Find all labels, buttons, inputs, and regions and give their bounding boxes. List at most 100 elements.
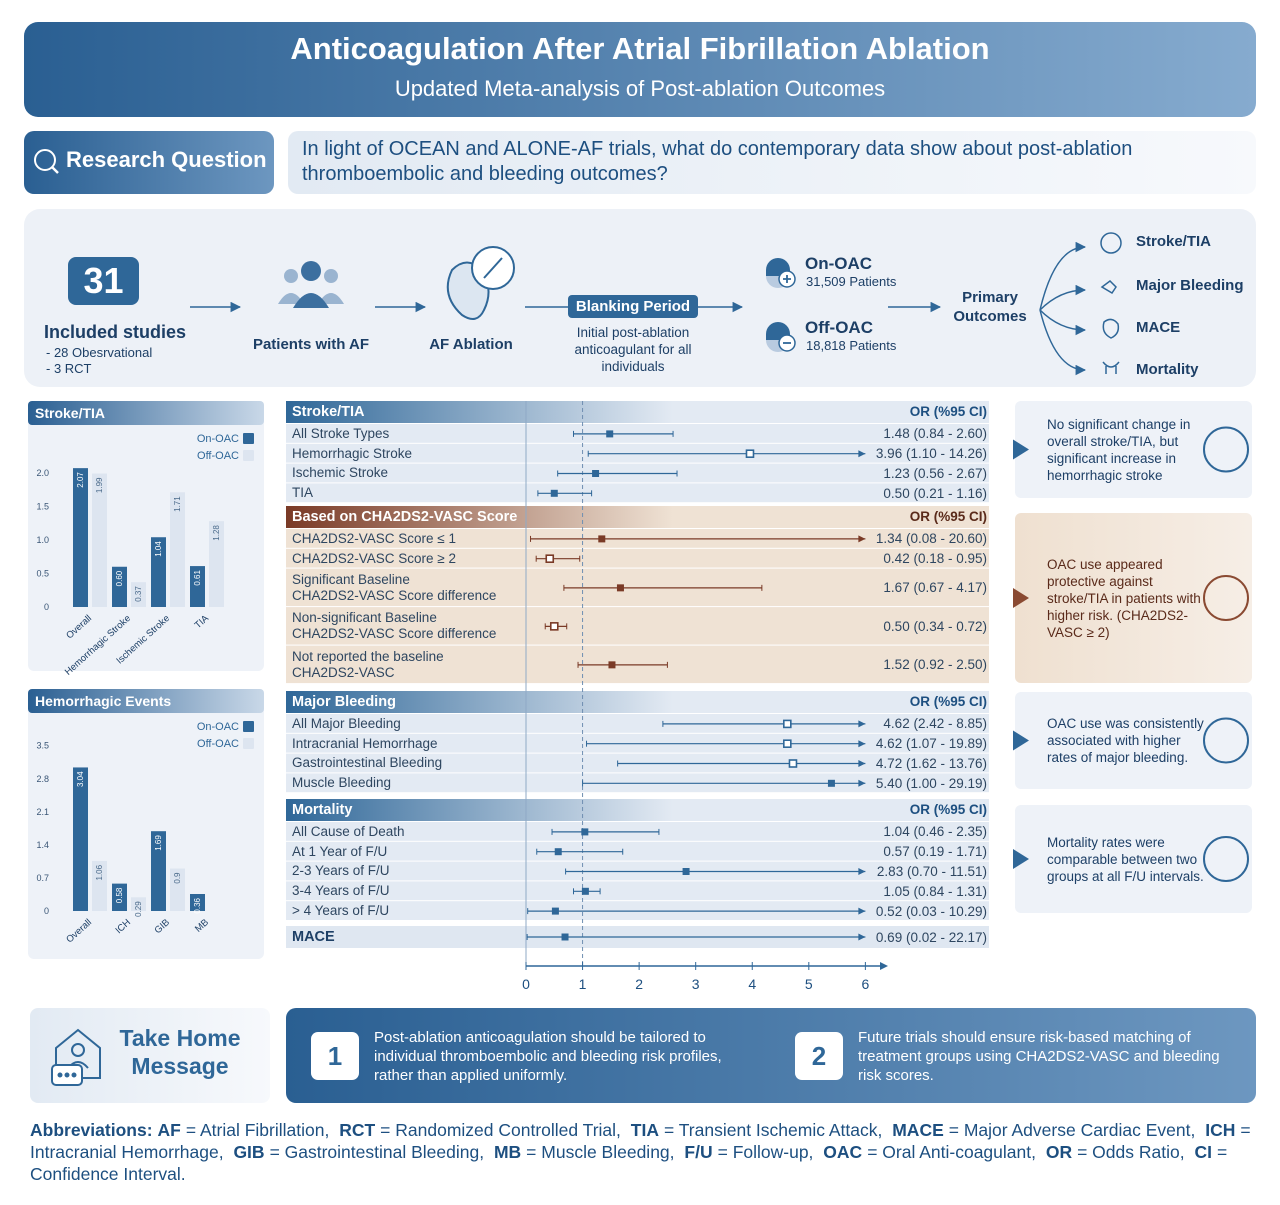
item-text: Post-ablation anticoagulation should be … <box>374 1029 722 1084</box>
value-label: 4.62 (2.42 - 8.85) <box>883 716 987 732</box>
take-home-title: Take Home Message <box>119 1025 241 1079</box>
bar <box>131 582 146 607</box>
rq-label-bg <box>24 131 274 194</box>
row-label: Hemorrhagic Stroke <box>292 445 413 461</box>
point <box>783 719 792 729</box>
house-icon <box>51 1028 101 1086</box>
value-label: 1.28 <box>212 525 221 541</box>
abbr-definition: = Follow-up, <box>717 1142 814 1162</box>
group-header <box>286 506 989 528</box>
finding-bg <box>1015 692 1252 789</box>
row-label: Gastrointestinal Bleeding <box>292 755 443 771</box>
abbr-term: CI <box>1194 1142 1212 1162</box>
bar <box>131 897 146 911</box>
title: Anticoagulation After Atrial Fibrillatio… <box>290 31 990 66</box>
row-bg <box>286 841 989 861</box>
point <box>608 661 616 669</box>
bar <box>151 537 166 607</box>
y-tick-label: 0.7 <box>36 873 49 883</box>
blanking-box <box>568 295 698 318</box>
finding-bg <box>1015 401 1252 498</box>
point <box>598 535 606 543</box>
row-bg <box>286 714 989 733</box>
point <box>745 449 755 459</box>
abbreviations: Abbreviations: AF = Atrial Fibrillation, R… <box>30 1119 1255 1185</box>
subtitle: Updated Meta-analysis of Post-ablation O… <box>394 76 886 101</box>
outcome: Stroke/TIA <box>1136 233 1212 250</box>
point <box>581 887 589 895</box>
x-tick-label: 1 <box>579 976 587 992</box>
ci-arrow <box>858 933 866 941</box>
rq-icon <box>51 166 59 174</box>
row-label: All Stroke Types <box>292 425 390 441</box>
finding-arrow <box>1013 730 1029 751</box>
finding-arrow <box>1013 849 1029 869</box>
ci-arrow <box>858 868 866 875</box>
value-label: 0.57 (0.19 - 1.71) <box>883 844 987 860</box>
ci-arrow <box>858 740 866 748</box>
heart-icon <box>446 246 515 320</box>
finding-text: OAC use appeared protective against stro… <box>1047 556 1201 640</box>
x-tick-label: 4 <box>748 976 756 992</box>
count-box <box>68 257 139 305</box>
group-title: Based on CHA2DS2-VASC Score <box>292 509 518 525</box>
group-title: Major Bleeding <box>292 694 396 710</box>
group-name: On-OAC <box>805 254 873 273</box>
y-tick-label: 0 <box>44 906 49 916</box>
group-title: Stroke/TIA <box>292 404 365 420</box>
value-label: 1.69 <box>154 835 163 851</box>
value-label: 4.72 (1.62 - 13.76) <box>875 755 987 771</box>
abbr-term: MACE <box>892 1120 944 1140</box>
point <box>788 759 798 768</box>
y-tick-label: 0 <box>44 602 49 612</box>
y-tick-label: 1.5 <box>36 501 49 511</box>
item-number: 1 <box>327 1041 343 1071</box>
abbr-term: RCT <box>339 1120 376 1140</box>
bar <box>73 468 88 607</box>
row-bg <box>286 483 989 503</box>
take-home-label-bg <box>30 1008 270 1103</box>
row-label: All Cause of Death <box>292 823 405 839</box>
bar <box>112 883 127 911</box>
primary-label: Primary Outcomes <box>953 289 1027 325</box>
x-tick-label: 5 <box>805 976 813 992</box>
bar <box>170 868 185 911</box>
x-axis-arrow <box>880 962 888 970</box>
value-label: 0.52 (0.03 - 10.29) <box>875 903 987 919</box>
x-tick-label: 2 <box>635 976 643 992</box>
value-label: 1.06 <box>95 864 104 880</box>
value-label: 1.48 (0.84 - 2.60) <box>883 426 987 442</box>
row-label: CHA2DS2-VASC Score ≥ 2 <box>292 550 456 566</box>
finding-text: No significant change in overall stroke/… <box>1047 416 1191 483</box>
bar <box>92 860 107 911</box>
study-count: 31 <box>83 260 124 301</box>
row-label: Muscle Bleeding <box>292 775 392 791</box>
row-label: TIA <box>292 485 314 501</box>
value-label: 0.69 (0.02 - 22.17) <box>875 929 987 945</box>
number-box <box>795 1032 843 1080</box>
group-patients: 18,818 Patients <box>806 338 897 353</box>
value-label: 1.52 (0.92 - 2.50) <box>883 657 987 673</box>
outcome: Major Bleeding <box>1136 277 1244 294</box>
point <box>783 739 792 749</box>
row-label: 2-3 Years of F/U <box>292 863 390 879</box>
panel-title: Hemorrhagic Events <box>35 693 172 709</box>
row-label: 3-4 Years of F/U <box>292 883 390 899</box>
ci-arrow <box>858 535 866 543</box>
abbr-term: GIB <box>233 1142 265 1162</box>
row-label: At 1 Year of F/U <box>292 843 388 859</box>
blanking-text: Initial post-ablation anticoagulant for … <box>574 325 692 374</box>
legend-label: On-OAC <box>197 721 239 733</box>
finding-text: Mortality rates were comparable between … <box>1047 834 1204 884</box>
or-header: OR (%95 CI) <box>909 404 987 419</box>
value-label: 0.60 <box>115 570 124 586</box>
bar <box>73 767 88 911</box>
row-label: All Major Bleeding <box>292 715 401 731</box>
group-header <box>286 691 989 713</box>
bar <box>190 566 205 607</box>
panel-title: Stroke/TIA <box>35 405 106 421</box>
number-box <box>311 1032 359 1080</box>
value-label: 1.04 (0.46 - 2.35) <box>883 824 987 840</box>
study-type: - 28 Obesrvational <box>46 345 153 360</box>
ci-arrow <box>858 907 866 915</box>
